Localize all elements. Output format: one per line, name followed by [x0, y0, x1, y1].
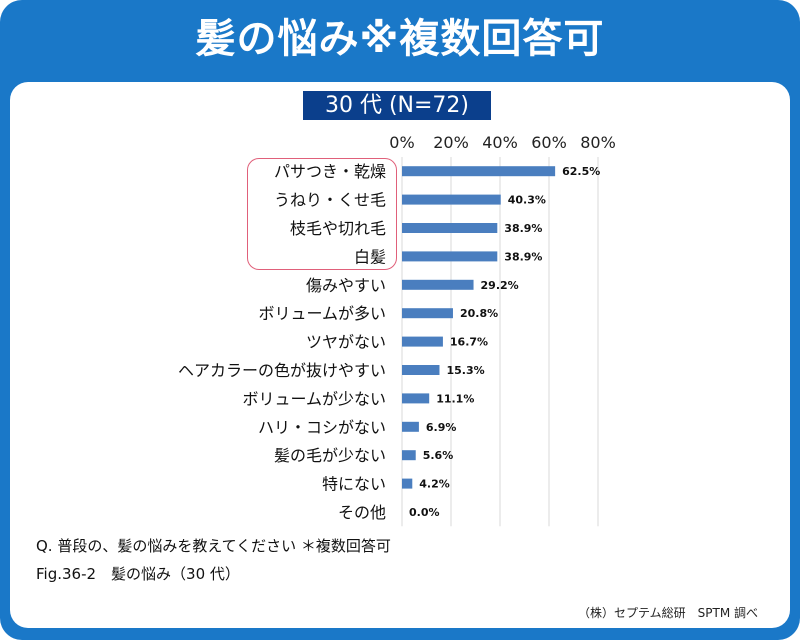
category-label: パサつき・乾燥	[274, 162, 386, 181]
bar	[402, 308, 453, 319]
bar	[402, 223, 498, 233]
category-label: 特にない	[322, 475, 386, 494]
x-tick-label: 40%	[482, 133, 518, 152]
chart-subtitle: 30 代 (N=72)	[303, 91, 491, 120]
data-label: 0.0%	[409, 506, 440, 519]
data-label: 16.7%	[450, 336, 488, 349]
bar	[402, 279, 474, 290]
category-label: 枝毛や切れ毛	[290, 219, 386, 238]
page-title: 髪の悩み※複数回答可	[195, 16, 605, 62]
data-label: 40.3%	[508, 194, 546, 207]
category-label: ツヤがない	[306, 333, 386, 352]
data-label: 29.2%	[481, 279, 519, 292]
source-credit: （株）セプテム総研 SPTM 調べ	[578, 606, 758, 620]
figure-caption: Fig.36-2 髪の悩み（30 代）	[36, 565, 240, 583]
data-label: 11.1%	[436, 392, 474, 405]
bar	[402, 194, 501, 205]
x-tick-label: 20%	[433, 133, 469, 152]
bar	[402, 421, 419, 432]
data-label: 62.5%	[562, 165, 600, 178]
chart-panel	[10, 82, 790, 628]
data-label: 38.9%	[504, 250, 542, 263]
x-tick-label: 80%	[580, 133, 616, 152]
bar	[402, 251, 498, 262]
data-label: 6.9%	[426, 421, 457, 434]
bar	[402, 166, 556, 177]
category-label: うねり・くせ毛	[274, 191, 386, 210]
bar	[402, 336, 443, 347]
category-label: ボリュームが多い	[258, 304, 386, 323]
x-tick-label: 0%	[389, 133, 414, 152]
bar	[402, 450, 416, 461]
highlight-box	[247, 158, 397, 270]
category-label: 傷みやすい	[306, 276, 386, 295]
data-label: 38.9%	[504, 222, 542, 235]
bar	[402, 478, 413, 489]
data-label: 5.6%	[423, 449, 454, 462]
data-label: 20.8%	[460, 307, 498, 320]
category-label: ハリ・コシがない	[258, 418, 386, 437]
question-note: Q. 普段の、髪の悩みを教えてください ＊複数回答可	[36, 537, 391, 555]
category-label: 白髪	[354, 247, 386, 266]
category-label: ヘアカラーの色が抜けやすい	[178, 361, 386, 380]
x-tick-label: 60%	[531, 133, 567, 152]
bar	[402, 393, 430, 404]
data-label: 4.2%	[419, 478, 450, 491]
category-label: その他	[338, 503, 386, 522]
bar	[402, 365, 440, 375]
category-label: 髪の毛が少ない	[274, 446, 386, 465]
data-label: 15.3%	[446, 364, 484, 377]
category-label: ボリュームが少ない	[242, 389, 386, 408]
